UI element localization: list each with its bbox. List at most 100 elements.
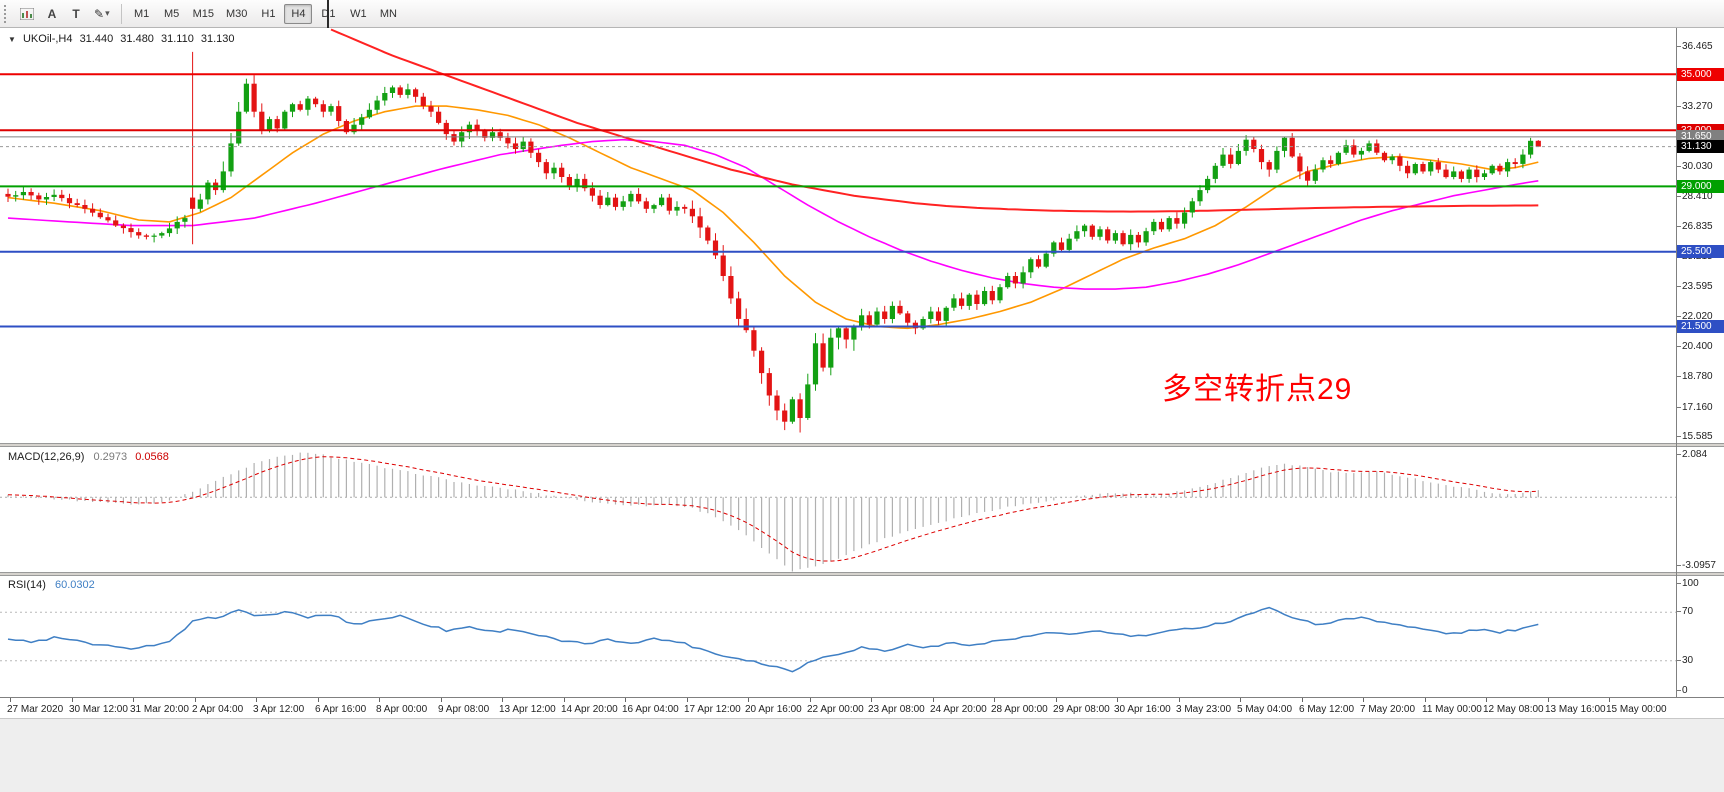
candle [543, 162, 549, 174]
candle [943, 307, 949, 321]
candle [1151, 221, 1157, 232]
candle [420, 96, 426, 106]
candle [1058, 242, 1065, 250]
candle [1166, 218, 1172, 230]
candle [1143, 231, 1149, 243]
toolbar-grip[interactable] [4, 4, 10, 23]
time-axis-label: 6 Apr 16:00 [315, 704, 367, 715]
candle [59, 194, 65, 199]
timeframe-button-m5[interactable]: M5 [158, 4, 186, 24]
candle [1028, 259, 1034, 273]
candle [1512, 162, 1518, 164]
time-axis-label: 8 Apr 00:00 [376, 704, 428, 715]
candle [628, 193, 634, 202]
candle [743, 319, 749, 331]
candle [1135, 234, 1141, 243]
candle [874, 311, 880, 325]
macd-main-value: 0.2973 [93, 451, 128, 463]
timeframe-group: M1M5M15M30H1H4D1W1MN [127, 3, 404, 24]
macd-name: MACD(12,26,9) [8, 451, 85, 463]
candle [1481, 173, 1488, 177]
candle [359, 117, 365, 125]
candle [520, 141, 526, 150]
candle [989, 291, 995, 301]
candle [1274, 150, 1280, 170]
price-axis-label: 20.400 [1677, 341, 1713, 352]
candle [659, 197, 665, 206]
chart-annotation-text: 多空转折点29 [1162, 373, 1353, 406]
slow-ma-line [330, 28, 1539, 213]
candle [36, 195, 42, 200]
candle [451, 134, 457, 142]
time-axis-tick [441, 698, 442, 702]
candle [159, 233, 165, 236]
timeframe-button-w1[interactable]: W1 [344, 4, 372, 24]
candle [712, 240, 719, 256]
panel-separator[interactable] [0, 443, 1676, 447]
candle [1005, 276, 1011, 288]
text-tool-caption: T [72, 6, 80, 21]
time-axis-label: 14 Apr 20:00 [561, 704, 618, 715]
candle [959, 298, 965, 306]
timeframe-button-mn[interactable]: MN [374, 4, 402, 24]
candle [1020, 272, 1026, 284]
time-axis-label: 11 May 00:00 [1422, 704, 1482, 715]
candle [866, 315, 872, 325]
time-axis[interactable]: 27 Mar 2020 30 Mar 12:00 31 Mar 20:00 2 Apr… [0, 697, 1724, 718]
time-axis-label: 31 Mar 20:00 [130, 704, 189, 715]
candle [1397, 156, 1403, 166]
candle [366, 109, 372, 118]
candle [1528, 140, 1534, 155]
candle [1220, 154, 1226, 166]
rsi-panel [0, 606, 1676, 673]
candle [528, 141, 534, 153]
timeframe-button-m1[interactable]: M1 [128, 4, 156, 24]
candle [289, 104, 296, 112]
price-axis[interactable]: 36.46533.27030.03028.41026.83525.21523.5… [1676, 28, 1724, 697]
candle [1258, 149, 1265, 163]
candle [705, 227, 711, 241]
timeframe-button-m30[interactable]: M30 [221, 4, 252, 24]
label-tool-button[interactable]: A [40, 3, 64, 25]
time-axis-label: 22 Apr 00:00 [807, 704, 864, 715]
candle [789, 399, 795, 422]
candle [835, 328, 842, 338]
timeframe-button-h1[interactable]: H1 [254, 4, 282, 24]
timeframe-button-m15[interactable]: M15 [188, 4, 219, 24]
candle [920, 319, 926, 329]
price-axis-label: 18.780 [1677, 371, 1713, 382]
candle [1074, 231, 1080, 239]
candle [351, 124, 357, 133]
candle [828, 337, 834, 368]
candle [666, 197, 672, 211]
time-axis-label: 23 Apr 08:00 [868, 704, 925, 715]
rsi-scale-label: 70 [1676, 606, 1694, 617]
collapse-indicators-icon[interactable]: ▼ [8, 35, 16, 44]
candle [682, 206, 688, 209]
candle [313, 98, 319, 105]
candle [982, 291, 988, 305]
candle [436, 111, 442, 123]
candle [259, 111, 265, 131]
rsi-label: RSI(14) 60.0302 [8, 579, 95, 591]
time-axis-label: 13 Apr 12:00 [499, 704, 556, 715]
candle [1082, 225, 1088, 232]
macd-label: MACD(12,26,9) 0.2973 0.0568 [8, 451, 169, 463]
candle [1428, 162, 1434, 172]
timeframe-button-h4[interactable]: H4 [284, 3, 313, 24]
text-tool-button[interactable]: T [64, 3, 88, 25]
time-axis-tick [1179, 698, 1180, 702]
panel-separator[interactable] [0, 572, 1676, 576]
candle [859, 315, 865, 327]
chart-window-button[interactable] [14, 3, 40, 25]
ohlc-open: 31.440 [79, 33, 114, 45]
draw-tool-button[interactable]: ✎ ▾ [88, 3, 116, 25]
chart-canvas[interactable] [0, 28, 1676, 697]
toolbar-edge-separator [327, 0, 329, 28]
candle [736, 298, 742, 319]
candle [474, 124, 480, 131]
candle [297, 104, 303, 110]
chart-ohlc-header: ▼ UKOil-,H4 31.440 31.480 31.110 31.130 [8, 33, 239, 45]
candle [797, 399, 803, 418]
time-axis-tick [72, 698, 73, 702]
